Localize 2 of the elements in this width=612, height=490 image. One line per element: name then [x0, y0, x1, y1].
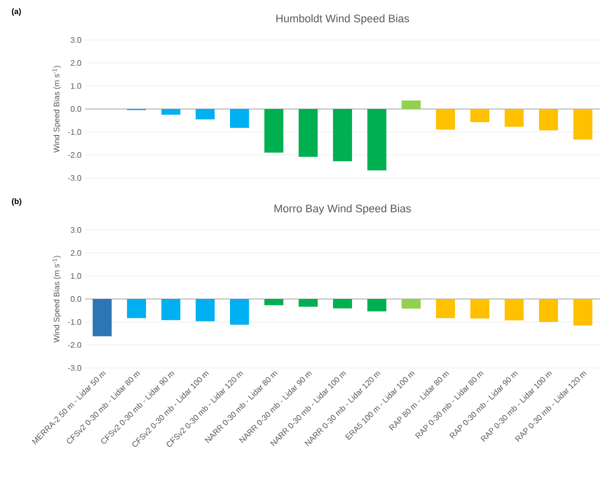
chart-title: Morro Bay Wind Speed Bias — [274, 204, 411, 214]
chart-title: Humboldt Wind Speed Bias — [276, 14, 410, 24]
